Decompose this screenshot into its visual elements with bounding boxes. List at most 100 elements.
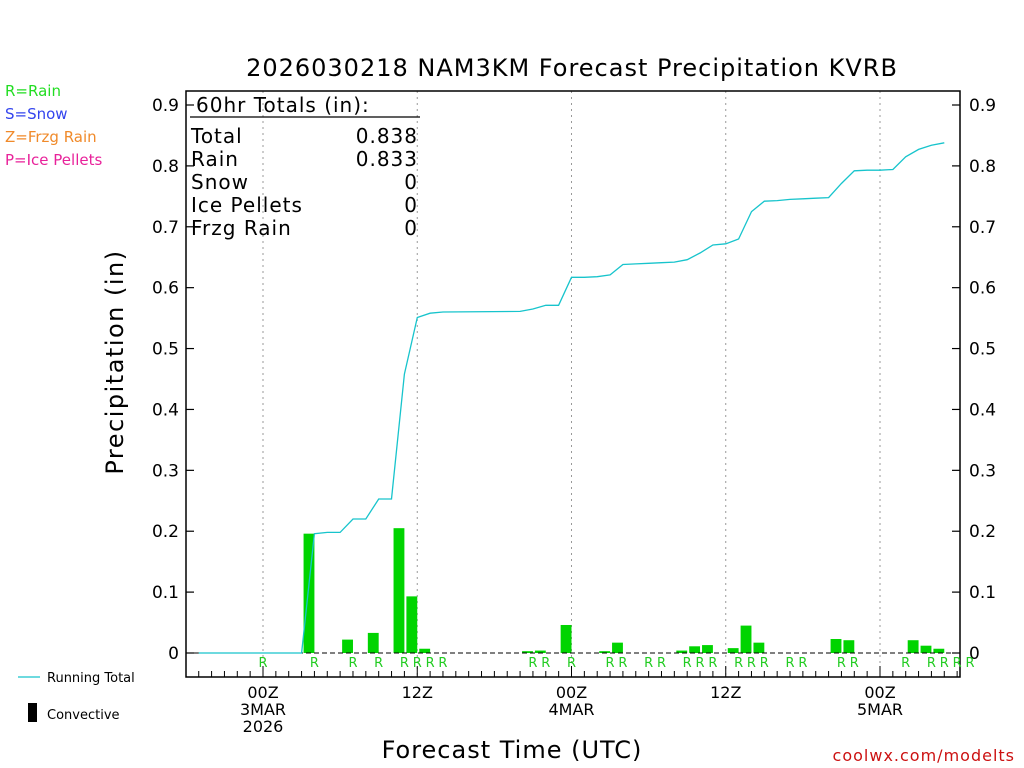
precip-bar: [843, 640, 855, 653]
vertical-gridlines: [262, 91, 881, 677]
precip-bar: [689, 646, 701, 653]
totals-row-value: 0.838: [356, 124, 418, 148]
y-tick-label-left: 0.4: [152, 400, 179, 420]
y-axis-right: 0 0.1 0.2 0.3 0.4 0.5 0.6 0.7 0.8 0.9: [952, 96, 996, 664]
precip-type-legend-item: Z=Frzg Rain: [5, 128, 97, 146]
precip-type-mark: R: [258, 656, 267, 671]
precip-type-mark: R: [310, 656, 319, 671]
precip-type-mark: R: [927, 656, 936, 671]
precip-type-mark: R: [785, 656, 794, 671]
y-tick-label-right: 0.8: [969, 157, 996, 177]
x-tick-label: 00Z: [864, 683, 895, 702]
precip-type-mark: R: [567, 656, 576, 671]
totals-row-value: 0: [404, 170, 418, 194]
precip-type-mark: R: [965, 656, 974, 671]
precip-bar: [676, 650, 688, 653]
totals-row-label: Rain: [191, 147, 239, 171]
precip-bar: [753, 642, 765, 653]
precip-bar: [920, 645, 932, 653]
precip-type-mark: R: [644, 656, 653, 671]
plot-frame: [185, 90, 961, 678]
x-tick-label: 3MAR: [240, 700, 286, 719]
precip-bar: [727, 648, 739, 653]
precip-type-mark: R: [606, 656, 615, 671]
credit-link[interactable]: coolwx.com/modelts: [833, 746, 1015, 765]
precip-type-mark: R: [850, 656, 859, 671]
precip-type-mark: R: [528, 656, 537, 671]
precip-type-mark: R: [618, 656, 627, 671]
precip-type-legend-item: S=Snow: [5, 105, 68, 123]
precip-type-mark: R: [374, 656, 383, 671]
y-axis-left: 0 0.1 0.2 0.3 0.4 0.5 0.6 0.7 0.8 0.9: [152, 96, 194, 664]
y-tick-label-right: 0.5: [969, 340, 996, 360]
precip-bars: [303, 528, 945, 653]
precip-bar: [522, 651, 533, 653]
y-tick-label-right: 0: [969, 644, 980, 664]
y-tick-label-left: 0.9: [152, 96, 179, 116]
y-tick-label-right: 0.6: [969, 279, 996, 299]
y-tick-label-right: 0.2: [969, 522, 996, 542]
x-tick-label: 2026: [243, 717, 284, 736]
precip-bar: [534, 650, 546, 653]
y-tick-label-left: 0.7: [152, 218, 179, 238]
precip-type-mark: R: [837, 656, 846, 671]
y-tick-label-left: 0.2: [152, 522, 179, 542]
totals-row-label: Snow: [191, 170, 249, 194]
totals-row-value: 0: [404, 216, 418, 240]
precip-bar: [419, 648, 431, 653]
y-tick-label-left: 0.6: [152, 279, 179, 299]
precip-type-mark: R: [438, 656, 447, 671]
precip-bar: [406, 596, 418, 653]
precip-type-mark: R: [426, 656, 435, 671]
running-total-legend-label: Running Total: [47, 671, 135, 686]
precip-type-mark: R: [541, 656, 550, 671]
x-tick-label: 00Z: [556, 683, 587, 702]
precip-type-mark: R: [747, 656, 756, 671]
precip-type-mark: R: [760, 656, 769, 671]
y-tick-label-left: 0.3: [152, 461, 179, 481]
totals-heading: 60hr Totals (in):: [196, 93, 370, 117]
precip-type-legend-item: P=Ice Pellets: [5, 151, 102, 169]
y-tick-label-right: 0.7: [969, 218, 996, 238]
x-tick-label: 00Z: [247, 683, 278, 702]
y-tick-label-left: 0.5: [152, 340, 179, 360]
precip-type-mark: R: [657, 656, 666, 671]
precip-type-mark: R: [940, 656, 949, 671]
precip-type-mark: R: [901, 656, 910, 671]
precip-bar: [933, 648, 945, 653]
y-tick-label-right: 0.9: [969, 96, 996, 116]
y-tick-label-left: 0.8: [152, 157, 179, 177]
totals-row-label: Frzg Rain: [191, 216, 292, 240]
totals-row-label: Ice Pellets: [191, 193, 303, 217]
precip-bar: [303, 533, 315, 653]
precip-type-mark: R: [708, 656, 717, 671]
convective-swatch: [28, 703, 37, 722]
x-tick-label: 12Z: [710, 683, 741, 702]
y-tick-label-right: 0.1: [969, 583, 996, 603]
precip-type-mark: R: [734, 656, 743, 671]
precip-type-mark: R: [413, 656, 422, 671]
precip-type-legend-item: R=Rain: [5, 82, 61, 100]
totals-row-value: 0: [404, 193, 418, 217]
precip-bar: [612, 642, 623, 653]
y-tick-label-left: 0: [168, 644, 179, 664]
precip-bar: [830, 638, 842, 653]
x-tick-label: 12Z: [402, 683, 433, 702]
precip-bar: [367, 632, 379, 653]
running-total-line: [198, 142, 945, 654]
chart-title: 2026030218 NAM3KM Forecast Precipitation…: [246, 54, 898, 82]
x-tick-label: 5MAR: [857, 700, 903, 719]
x-tick-label: 4MAR: [548, 700, 594, 719]
precip-type-mark: R: [683, 656, 692, 671]
y-axis-label: Precipitation (in): [101, 249, 129, 474]
totals-box: 60hr Totals (in): Total 0.838 Rain 0.833 Sno…: [190, 93, 420, 240]
precip-bar: [599, 651, 611, 653]
precip-bar: [702, 645, 713, 653]
y-tick-label-right: 0.3: [969, 461, 996, 481]
y-tick-label-right: 0.4: [969, 400, 996, 420]
x-axis-label: Forecast Time (UTC): [382, 736, 643, 764]
precip-bar: [342, 639, 353, 653]
